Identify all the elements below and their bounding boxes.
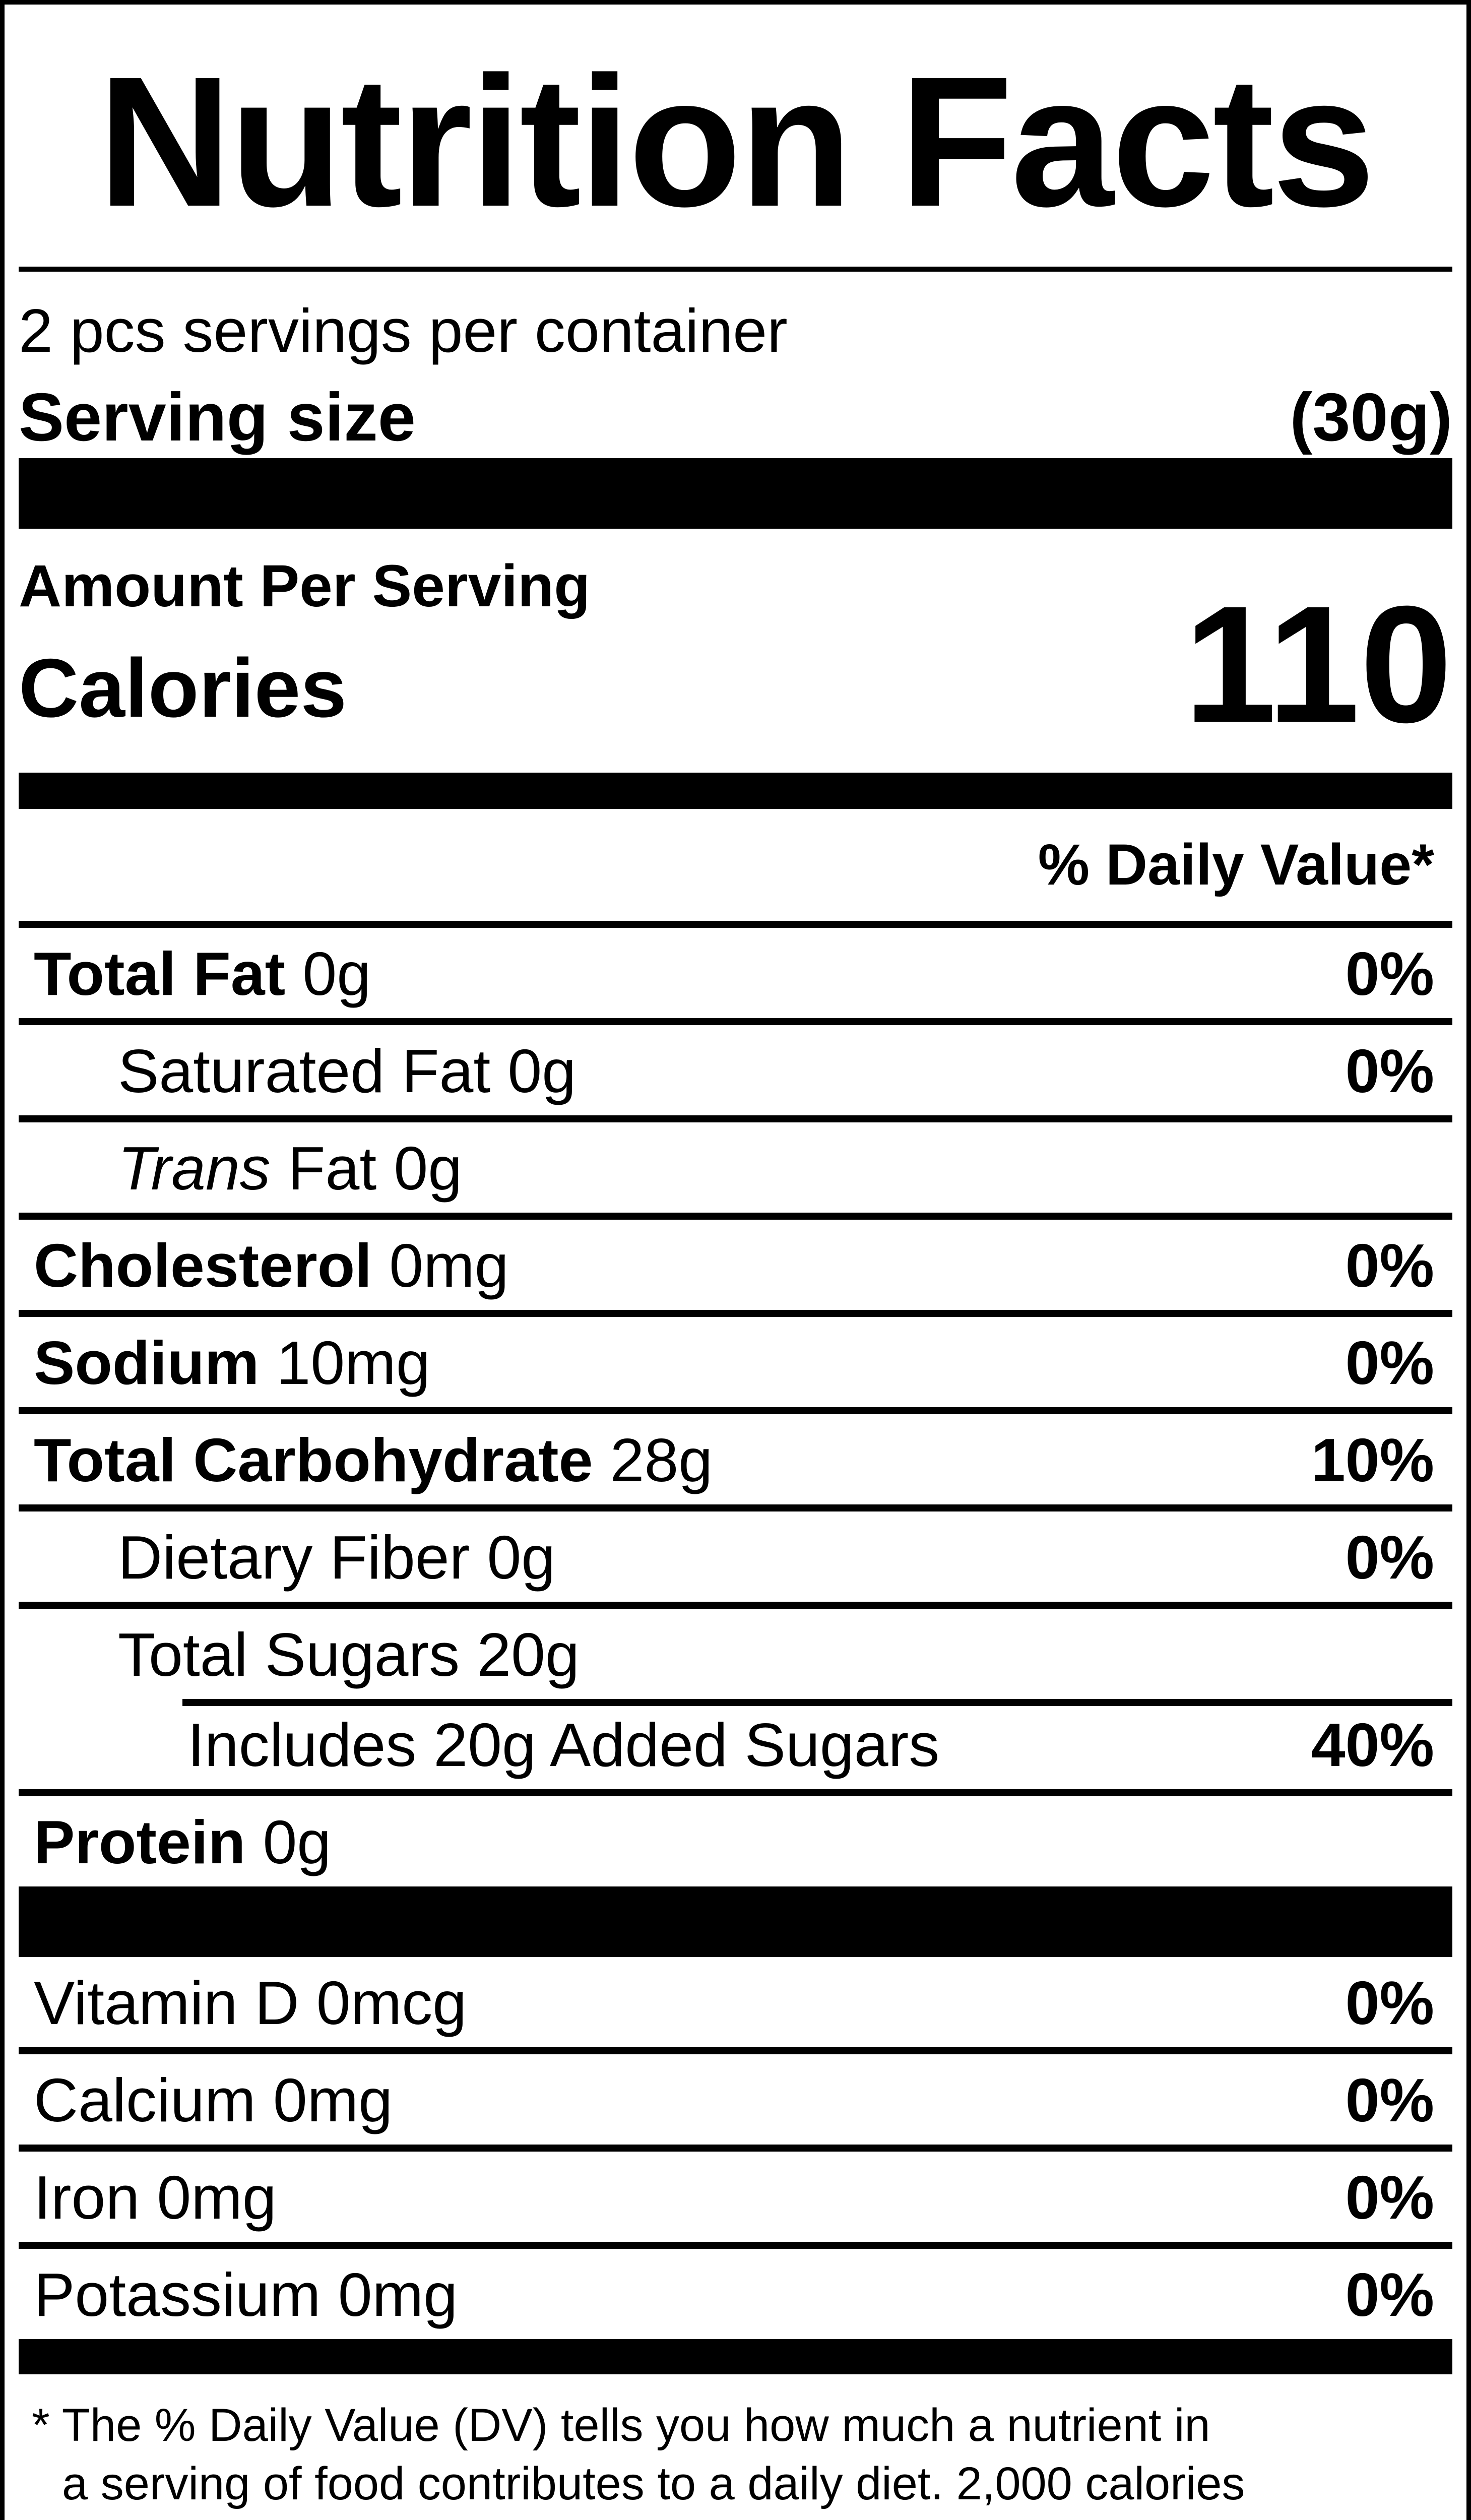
nutrient-name: Protein — [34, 1807, 246, 1876]
micronutrient-table: Vitamin D 0mcg 0% Calcium 0mg 0% Iron 0mg 0… — [19, 1957, 1452, 2339]
calories-block: Amount Per Serving Calories 110 — [19, 529, 1452, 773]
nutrient-name: Fat — [287, 1133, 377, 1203]
micronutrient-amount: 0mg — [273, 2065, 393, 2134]
separator-bar-thin — [19, 2339, 1452, 2374]
nutrient-amount: 0g — [507, 1036, 577, 1105]
separator-bar-thick — [19, 1886, 1452, 1957]
nutrient-name: Total Fat — [34, 939, 286, 1008]
serving-size-value: (30g) — [1290, 379, 1452, 455]
nutrient-row-added-sugars: Includes 20g Added Sugars 40% — [19, 1698, 1452, 1789]
daily-value-header: % Daily Value* — [1038, 832, 1434, 897]
nutrient-amount: 20g — [477, 1620, 580, 1689]
nutrient-name: Includes 20g Added Sugars — [187, 1710, 940, 1779]
nutrient-name: Cholesterol — [34, 1231, 372, 1300]
footnote-line: a day is used for general nutrition advi… — [19, 2513, 1452, 2520]
nutrient-table: Total Fat 0g 0% Saturated Fat 0g 0% Trans F… — [19, 920, 1452, 1886]
calories-left-column: Amount Per Serving Calories — [19, 551, 590, 735]
separator-bar-thin — [19, 772, 1452, 809]
calories-label: Calories — [19, 642, 347, 735]
micronutrient-row-calcium: Calcium 0mg 0% — [19, 2047, 1452, 2145]
nutrient-dv: 0% — [1345, 939, 1434, 1008]
serving-size-row: Serving size (30g) — [19, 367, 1452, 458]
micronutrient-amount: 0mcg — [316, 1968, 467, 2037]
micronutrient-name: Calcium — [34, 2065, 256, 2134]
nutrient-name-italic: Trans — [118, 1133, 271, 1203]
serving-size-label: Serving size — [19, 379, 416, 455]
nutrient-row-saturated-fat: Saturated Fat 0g 0% — [19, 1018, 1452, 1115]
nutrient-row-cholesterol: Cholesterol 0mg 0% — [19, 1212, 1452, 1310]
amount-per-serving-label: Amount Per Serving — [19, 552, 591, 619]
nutrient-dv: 0% — [1345, 1328, 1434, 1397]
servings-per-container: 2 pcs servings per container — [19, 296, 788, 365]
micronutrient-dv: 0% — [1345, 2065, 1434, 2134]
nutrient-name: Total Sugars — [118, 1620, 460, 1689]
micronutrient-row-potassium: Potassium 0mg 0% — [19, 2241, 1452, 2339]
micronutrient-dv: 0% — [1345, 1968, 1434, 2037]
nutrient-row-dietary-fiber: Dietary Fiber 0g 0% — [19, 1504, 1452, 1602]
nutrient-amount: 0g — [302, 939, 371, 1008]
nutrient-dv: 40% — [1311, 1710, 1434, 1779]
nutrient-name: Dietary Fiber — [118, 1523, 470, 1592]
micronutrient-name: Vitamin D — [34, 1968, 299, 2037]
calories-value: 110 — [1184, 571, 1452, 757]
micronutrient-dv: 0% — [1345, 2260, 1434, 2329]
nutrient-row-sodium: Sodium 10mg 0% — [19, 1309, 1452, 1407]
nutrient-dv: 0% — [1345, 1036, 1434, 1105]
label-title: Nutrition Facts — [98, 38, 1375, 245]
nutrient-dv: 0% — [1345, 1523, 1434, 1592]
nutrient-dv: 0% — [1345, 1231, 1434, 1300]
nutrient-amount: 10mg — [276, 1328, 430, 1397]
nutrient-name: Sodium — [34, 1328, 260, 1397]
micronutrient-row-iron: Iron 0mg 0% — [19, 2144, 1452, 2242]
micronutrient-amount: 0mg — [338, 2260, 458, 2329]
nutrient-amount: 28g — [610, 1425, 713, 1494]
nutrient-row-protein: Protein 0g — [19, 1789, 1452, 1886]
nutrient-amount: 0g — [394, 1133, 463, 1203]
footnote-line: * The % Daily Value (DV) tells you how m… — [32, 2399, 1210, 2451]
nutrient-amount: 0g — [487, 1523, 556, 1592]
nutrient-row-total-carbohydrate: Total Carbohydrate 28g 10% — [19, 1407, 1452, 1504]
nutrient-amount: 0g — [263, 1807, 332, 1876]
micronutrient-name: Iron — [34, 2163, 140, 2232]
nutrient-row-trans-fat: Trans Fat 0g — [19, 1115, 1452, 1213]
micronutrient-name: Potassium — [34, 2260, 321, 2329]
nutrient-row-total-fat: Total Fat 0g 0% — [19, 920, 1452, 1018]
micronutrient-row-vitamin-d: Vitamin D 0mcg 0% — [19, 1957, 1452, 2047]
micronutrient-dv: 0% — [1345, 2163, 1434, 2232]
nutrient-dv: 10% — [1311, 1425, 1434, 1494]
nutrient-name: Saturated Fat — [118, 1036, 491, 1105]
nutrient-row-total-sugars: Total Sugars 20g — [19, 1601, 1452, 1699]
footnote-line: a serving of food contributes to a daily… — [62, 2458, 1245, 2509]
nutrient-amount: 0mg — [389, 1231, 509, 1300]
daily-value-footnote: * The % Daily Value (DV) tells you how m… — [19, 2374, 1452, 2520]
separator-bar-thick — [19, 458, 1452, 529]
nutrient-name: Total Carbohydrate — [34, 1425, 593, 1494]
micronutrient-amount: 0mg — [157, 2163, 277, 2232]
title-divider — [19, 267, 1452, 272]
